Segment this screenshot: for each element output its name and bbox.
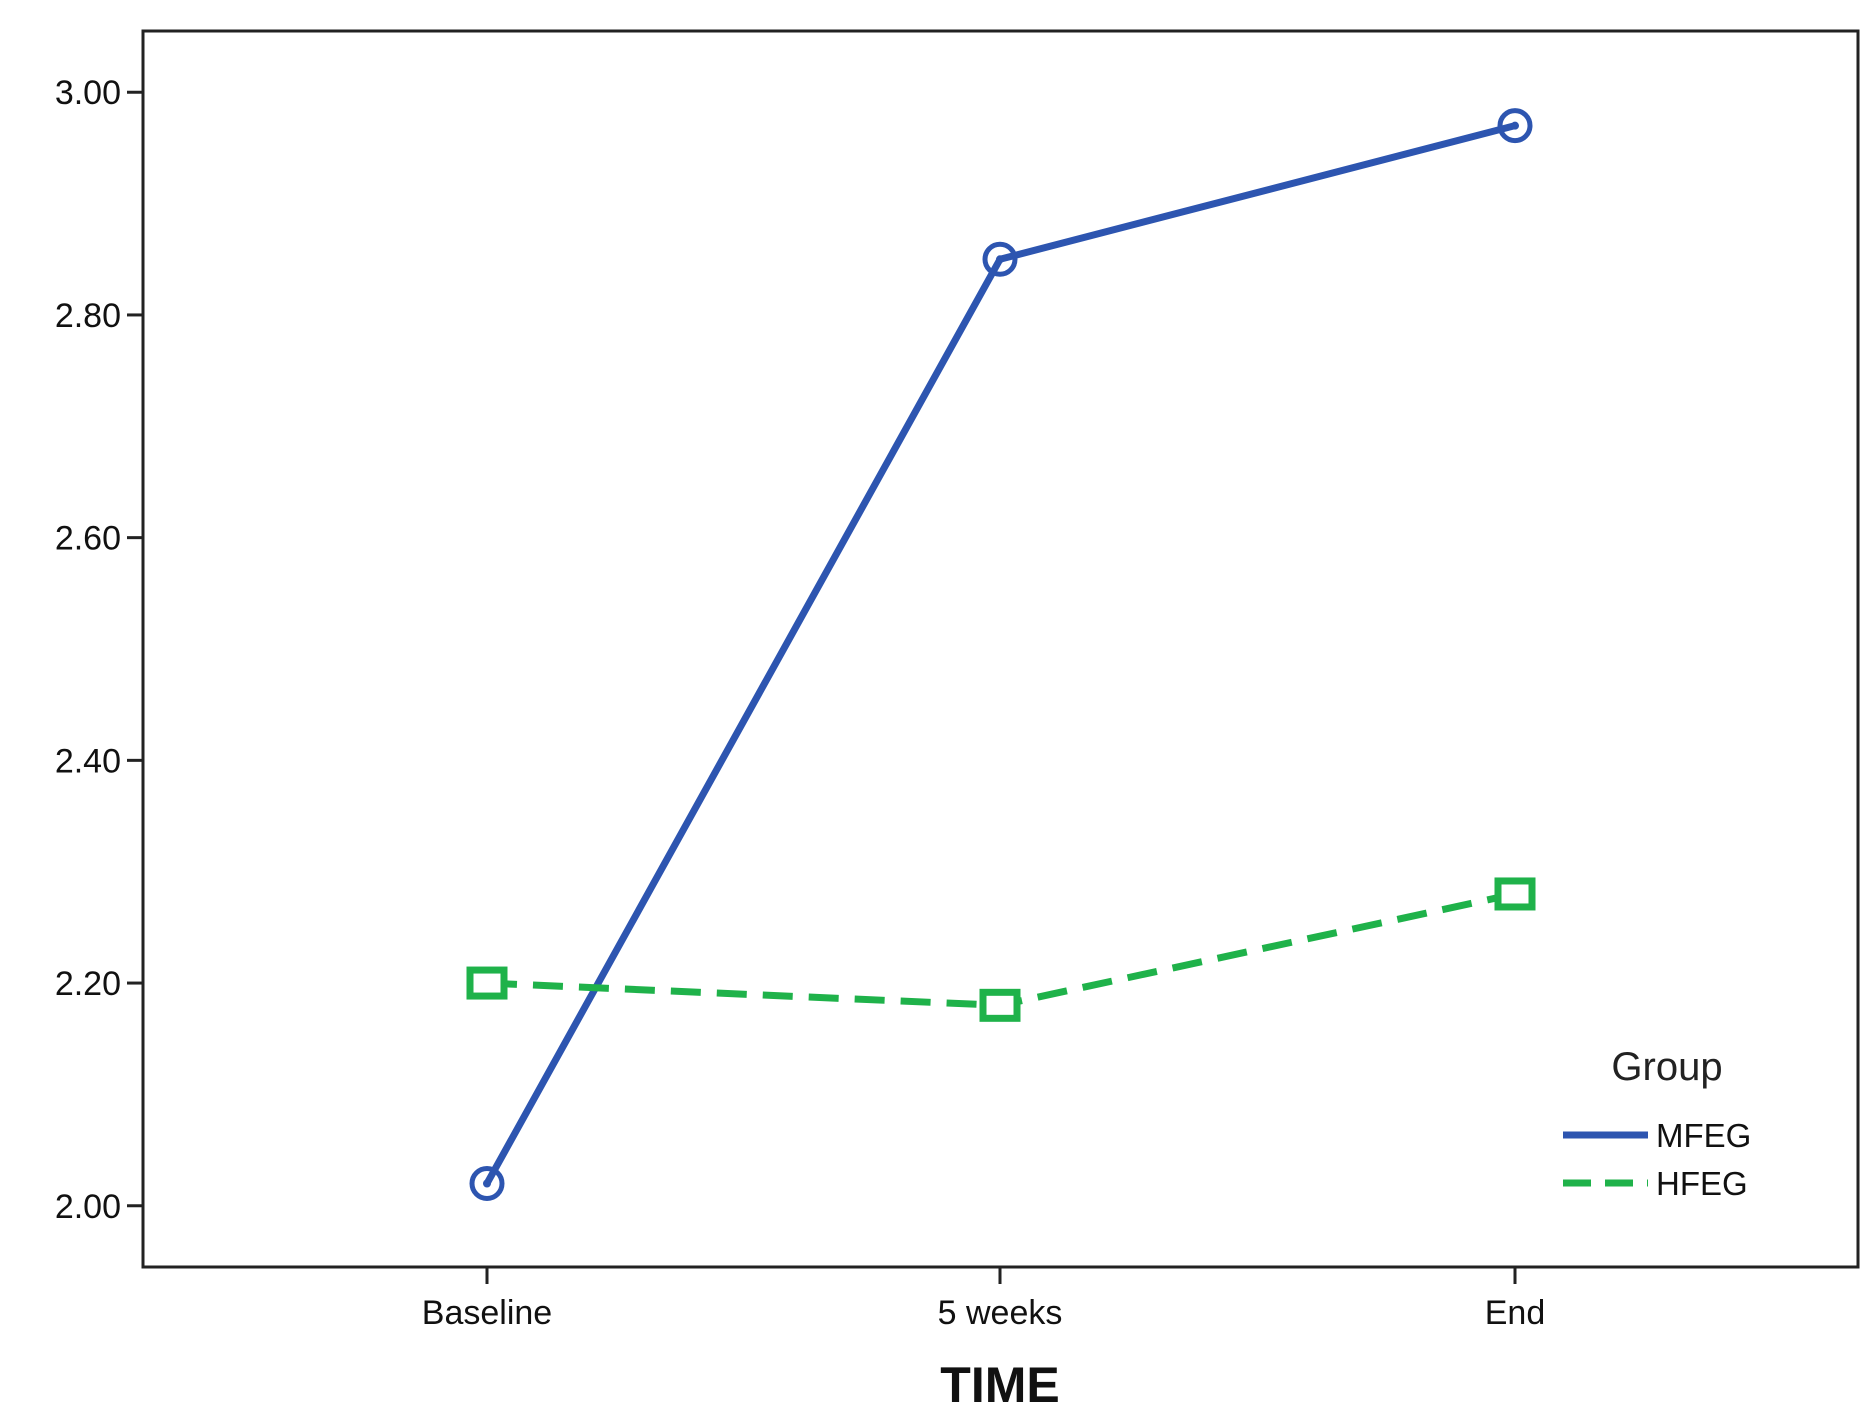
data-point xyxy=(466,966,508,1000)
x-tick-label: Baseline xyxy=(422,1294,552,1332)
y-axis: 2.00 2.20 2.40 2.60 2.80 3.00 xyxy=(55,74,143,1226)
data-point xyxy=(469,1165,505,1201)
data-point-center xyxy=(483,1179,491,1188)
y-tick-label: 2.40 xyxy=(55,742,121,780)
x-axis-title: TIME xyxy=(940,1357,1059,1413)
x-tick-label: End xyxy=(1485,1294,1546,1332)
data-point-center xyxy=(996,255,1004,264)
data-point xyxy=(1497,108,1533,144)
legend-label: MFEG xyxy=(1656,1117,1751,1154)
y-tick-label: 3.00 xyxy=(55,74,121,112)
legend-items: MFEG HFEG xyxy=(1563,1117,1751,1202)
plot-frame xyxy=(141,29,1860,1269)
series-hfeg xyxy=(466,877,1536,1022)
legend: Group MFEG HFEG xyxy=(1563,1045,1751,1202)
y-tick-label: 2.60 xyxy=(55,520,121,558)
series-layer xyxy=(466,108,1536,1201)
series-mfeg xyxy=(469,108,1533,1201)
y-tick-label: 2.80 xyxy=(55,297,121,335)
y-tick-label: 2.00 xyxy=(55,1188,121,1226)
legend-title: Group xyxy=(1611,1045,1722,1089)
series-line-mfeg xyxy=(483,122,1516,1186)
data-point-center xyxy=(1511,121,1519,130)
data-point xyxy=(1494,877,1536,911)
legend-label: HFEG xyxy=(1656,1165,1748,1202)
y-tick-label: 2.20 xyxy=(55,965,121,1003)
data-point xyxy=(982,241,1018,277)
legend-item-hfeg: HFEG xyxy=(1563,1165,1748,1202)
data-point xyxy=(979,988,1021,1022)
legend-item-mfeg: MFEG xyxy=(1563,1117,1751,1154)
x-tick-label: 5 weeks xyxy=(938,1294,1063,1332)
x-axis: Baseline 5 weeks End xyxy=(422,1267,1545,1332)
